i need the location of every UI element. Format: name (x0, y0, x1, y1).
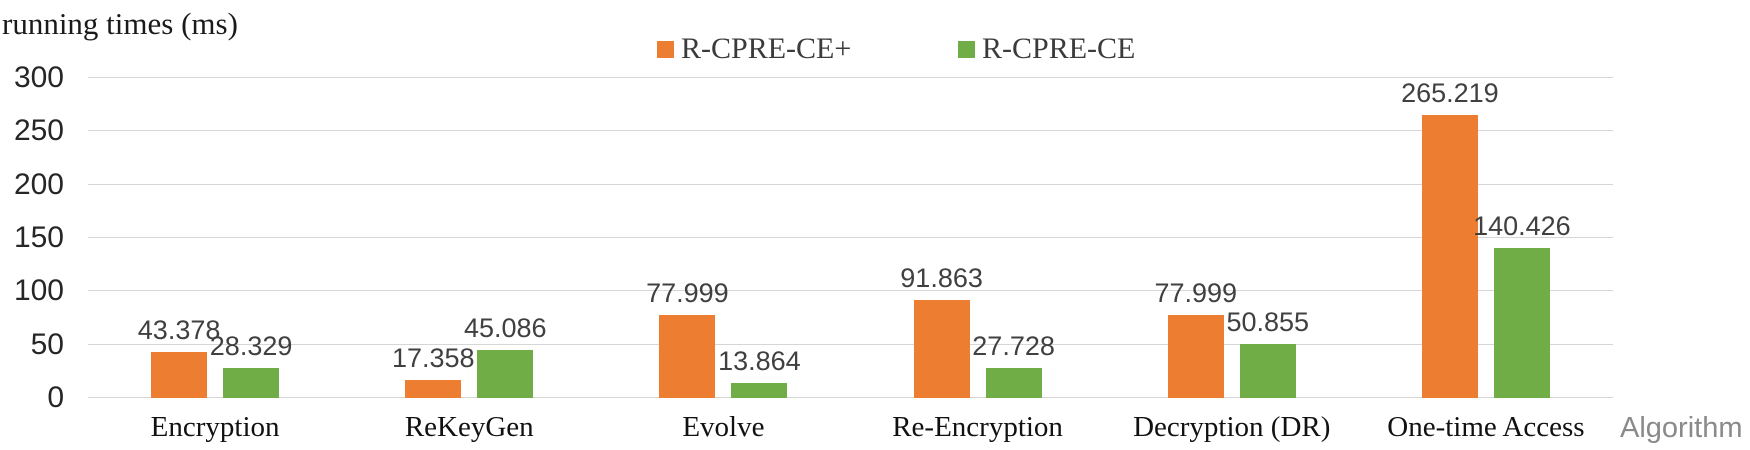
gridline (88, 130, 1613, 132)
x-category-label: Re-Encryption (892, 411, 1063, 443)
value-label: 91.863 (900, 263, 983, 294)
x-category-label: One-time Access (1387, 411, 1585, 443)
x-category-label: Evolve (682, 411, 765, 443)
bar-r-cpre-ce--encryption (151, 351, 208, 398)
value-label: 140.426 (1473, 211, 1571, 242)
bar-r-cpre-ce-encryption (223, 367, 280, 398)
gridline (88, 290, 1613, 292)
y-tick-label: 250 (13, 114, 64, 148)
bar-r-cpre-ce-re-encryption (985, 368, 1042, 398)
bar-r-cpre-ce--decryption-dr- (1167, 314, 1224, 398)
y-tick-label: 300 (13, 61, 64, 94)
y-tick-label: 0 (47, 381, 64, 414)
x-category-label: ReKeyGen (404, 411, 534, 443)
y-tick-label: 100 (13, 274, 64, 308)
value-label: 28.329 (209, 330, 293, 361)
bar-r-cpre-ce--one-time-access (1421, 115, 1478, 398)
bar-r-cpre-ce-rekeygen (477, 349, 534, 398)
value-label: 27.728 (972, 331, 1055, 362)
bar-r-cpre-ce--rekeygen (405, 379, 462, 398)
value-label: 17.358 (391, 342, 475, 373)
x-axis-title: Algorithm (1620, 412, 1743, 444)
gridline (88, 397, 1613, 398)
bar-r-cpre-ce--re-encryption (913, 300, 970, 398)
legend-item-r-cpre-ce-plus: R-CPRE-CE+ (657, 34, 851, 64)
gridline (88, 183, 1613, 185)
legend-label: R-CPRE-CE (982, 32, 1136, 65)
value-label: 50.855 (1226, 306, 1310, 337)
legend-item-r-cpre-ce: R-CPRE-CE (958, 34, 1135, 64)
chart-title: running times (ms) (2, 6, 238, 41)
legend-swatch-green-icon (958, 40, 975, 58)
y-tick-label: 200 (13, 167, 64, 201)
bar-r-cpre-ce-evolve (731, 383, 788, 398)
value-label: 77.999 (646, 277, 729, 308)
legend: R-CPRE-CE+ R-CPRE-CE (0, 28, 1750, 68)
y-tick-label: 150 (13, 221, 64, 254)
gridline (88, 77, 1613, 78)
x-category-label: Decryption (DR) (1133, 411, 1331, 443)
value-label: 265.219 (1401, 78, 1499, 109)
bar-r-cpre-ce-one-time-access (1493, 248, 1550, 398)
x-category-label: Encryption (150, 411, 280, 443)
bar-r-cpre-ce--evolve (659, 314, 716, 398)
value-label: 45.086 (463, 312, 547, 343)
gridline (88, 237, 1613, 238)
legend-swatch-orange-icon (657, 40, 674, 58)
gridline (88, 343, 1613, 345)
legend-label: R-CPRE-CE+ (681, 32, 852, 65)
bar-r-cpre-ce-decryption-dr- (1239, 343, 1296, 398)
value-label: 43.378 (137, 314, 221, 345)
value-label: 77.999 (1154, 277, 1238, 308)
value-label: 13.864 (718, 346, 801, 377)
y-tick-label: 50 (30, 327, 64, 361)
